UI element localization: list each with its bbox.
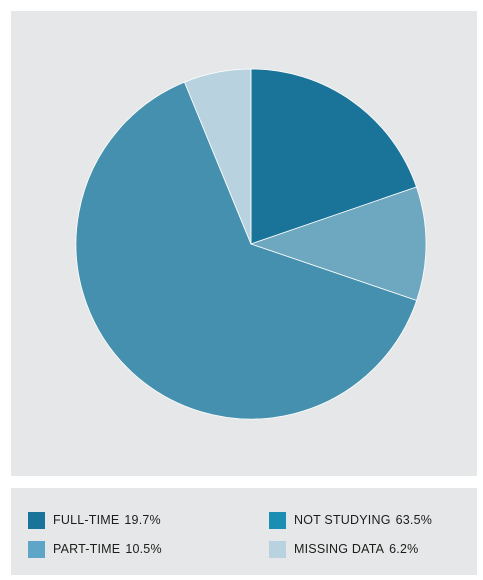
legend-text-not-studying: NOT STUDYING 63.5% <box>294 513 432 527</box>
pie-slices <box>75 68 427 420</box>
legend-value-missing-data: 6.2% <box>389 542 419 556</box>
legend-text-full-time: FULL-TIME 19.7% <box>53 513 161 527</box>
legend: FULL-TIME 19.7% PART-TIME 10.5% NOT STUDYI… <box>11 488 477 575</box>
pie-chart <box>75 68 427 420</box>
legend-swatch-not-studying <box>269 511 286 529</box>
pie-slice-not-studying <box>75 81 418 420</box>
legend-label-part-time: PART-TIME <box>53 542 121 556</box>
pie-slice-part-time <box>249 186 427 301</box>
legend-value-full-time: 19.7% <box>124 513 161 527</box>
legend-swatch-part-time <box>28 540 45 558</box>
legend-swatch-missing-data <box>269 540 286 558</box>
legend-label-full-time: FULL-TIME <box>53 513 120 527</box>
legend-item-not-studying: NOT STUDYING 63.5% <box>269 510 432 530</box>
legend-item-full-time: FULL-TIME 19.7% <box>28 510 161 530</box>
legend-label-missing-data: MISSING DATA <box>294 542 385 556</box>
legend-swatch-full-time <box>28 511 45 529</box>
pie-slice-missing-data <box>183 68 252 245</box>
legend-text-part-time: PART-TIME 10.5% <box>53 542 162 556</box>
legend-item-missing-data: MISSING DATA 6.2% <box>269 539 418 559</box>
pie-slice-full-time <box>250 68 417 245</box>
legend-item-part-time: PART-TIME 10.5% <box>28 539 162 559</box>
chart-panel <box>11 11 477 476</box>
legend-value-not-studying: 63.5% <box>395 513 433 527</box>
legend-text-missing-data: MISSING DATA 6.2% <box>294 542 418 556</box>
legend-label-not-studying: NOT STUDYING <box>294 513 391 527</box>
legend-value-part-time: 10.5% <box>125 542 162 556</box>
